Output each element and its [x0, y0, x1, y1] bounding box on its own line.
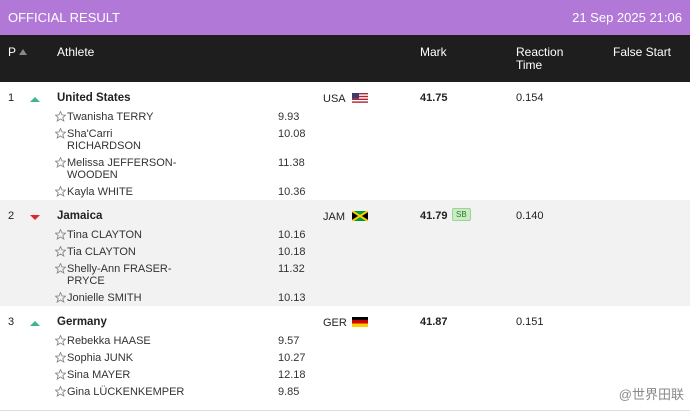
- position: 2: [8, 210, 15, 222]
- reaction-time: 0.151: [516, 316, 544, 328]
- split-time: 11.32: [278, 263, 305, 275]
- col-position[interactable]: P: [8, 45, 28, 59]
- col-mark: Mark: [420, 45, 447, 59]
- trend-icon: [30, 212, 40, 224]
- athlete-list: Rebekka HAASE 9.57 Sophia JUNK 10.27 Sina MA…: [55, 332, 315, 400]
- watermark: @世界田联: [618, 387, 684, 402]
- country-code: JAM: [323, 211, 345, 223]
- athlete-name: Tia CLAYTON: [67, 246, 136, 258]
- country-code: GER: [323, 317, 347, 329]
- athlete: Tia CLAYTON 10.18: [55, 243, 315, 260]
- col-athlete: Athlete: [57, 45, 95, 59]
- athlete-name: Jonielle SMITH: [67, 292, 142, 304]
- athlete: Twanisha TERRY 9.93: [55, 108, 315, 125]
- split-time: 10.08: [278, 128, 306, 140]
- datetime: 21 Sep 2025 21:06: [572, 10, 682, 25]
- athlete: Rebekka HAASE 9.57: [55, 332, 315, 349]
- favorite-star[interactable]: [55, 352, 66, 363]
- split-time: 10.36: [278, 186, 306, 198]
- split-time: 11.38: [278, 157, 305, 169]
- reaction-time: 0.140: [516, 210, 544, 222]
- athlete-name: Kayla WHITE: [67, 186, 134, 198]
- trend-icon: [30, 318, 40, 330]
- trend-icon: [30, 94, 40, 106]
- column-header: P Athlete Mark Reaction Time False Start: [0, 35, 690, 82]
- athlete: Jonielle SMITH 10.13: [55, 289, 315, 306]
- title: OFFICIAL RESULT: [8, 10, 120, 25]
- split-time: 10.18: [278, 246, 306, 258]
- position: 3: [8, 316, 15, 328]
- col-reaction: Reaction Time: [516, 45, 564, 72]
- result-row: 1 United States USA 41.75 0.154 Twanisha TERR…: [0, 82, 690, 201]
- mark: 41.75: [420, 92, 448, 104]
- reaction-time: 0.154: [516, 92, 544, 104]
- split-time: 12.18: [278, 369, 306, 381]
- athlete-name: Sha'Carri RICHARDSON: [67, 128, 141, 152]
- flag: [352, 93, 368, 106]
- flag: [352, 317, 368, 330]
- result-row: 2 Jamaica JAM 41.79 SB 0.140 Tina CLAYTON 10.16…: [0, 200, 690, 307]
- athlete: Sha'Carri RICHARDSON 10.08: [55, 125, 315, 154]
- mark: 41.79: [420, 210, 448, 222]
- athlete-name: Gina LÜCKENKEMPER: [67, 386, 185, 398]
- favorite-star[interactable]: [55, 246, 66, 257]
- mark: 41.87: [420, 316, 448, 328]
- favorite-star[interactable]: [55, 292, 66, 303]
- team-name: United States: [57, 92, 131, 104]
- favorite-star[interactable]: [55, 111, 66, 122]
- favorite-star[interactable]: [55, 229, 66, 240]
- position: 1: [8, 92, 15, 104]
- split-time: 10.27: [278, 352, 306, 364]
- result-row: 3 Germany GER 41.87 0.151 Rebekka HAASE 9.57 So…: [0, 306, 690, 411]
- col-false-start: False Start: [613, 45, 672, 59]
- athlete-list: Twanisha TERRY 9.93 Sha'Carri RICHARDSON 10…: [55, 108, 315, 200]
- team-name: Jamaica: [57, 210, 103, 222]
- sort-icon: [19, 49, 28, 55]
- split-time: 10.13: [278, 292, 306, 304]
- athlete-name: Twanisha TERRY: [67, 111, 154, 123]
- favorite-star[interactable]: [55, 386, 66, 397]
- col-position-label: P: [8, 45, 16, 59]
- favorite-star[interactable]: [55, 263, 66, 274]
- athlete: Gina LÜCKENKEMPER 9.85: [55, 383, 315, 400]
- athlete: Sophia JUNK 10.27: [55, 349, 315, 366]
- flag: [351, 210, 369, 224]
- favorite-star[interactable]: [55, 157, 66, 168]
- split-time: 9.85: [278, 386, 300, 398]
- athlete-name: Sina MAYER: [67, 369, 131, 381]
- athlete: Shelly-Ann FRASER-PRYCE 11.32: [55, 260, 315, 289]
- athlete: Sina MAYER 12.18: [55, 366, 315, 383]
- favorite-star[interactable]: [55, 335, 66, 346]
- athlete: Tina CLAYTON 10.16: [55, 226, 315, 243]
- athlete: Melissa JEFFERSON-WOODEN 11.38: [55, 154, 315, 183]
- athlete-name: Sophia JUNK: [67, 352, 134, 364]
- athlete-name: Rebekka HAASE: [67, 335, 151, 347]
- athlete-name: Tina CLAYTON: [67, 229, 142, 241]
- season-best-badge: SB: [452, 208, 471, 221]
- favorite-star[interactable]: [55, 186, 66, 197]
- country-code: USA: [323, 93, 346, 105]
- header-bar: OFFICIAL RESULT 21 Sep 2025 21:06: [0, 0, 690, 35]
- favorite-star[interactable]: [55, 369, 66, 380]
- favorite-star[interactable]: [55, 128, 66, 139]
- athlete-list: Tina CLAYTON 10.16 Tia CLAYTON 10.18 Shelly-…: [55, 226, 315, 306]
- athlete-name: Melissa JEFFERSON-WOODEN: [67, 157, 177, 181]
- athlete-name: Shelly-Ann FRASER-PRYCE: [67, 263, 172, 287]
- split-time: 10.16: [278, 229, 306, 241]
- split-time: 9.93: [278, 111, 300, 123]
- team-name: Germany: [57, 316, 107, 328]
- split-time: 9.57: [278, 335, 300, 347]
- athlete: Kayla WHITE 10.36: [55, 183, 315, 200]
